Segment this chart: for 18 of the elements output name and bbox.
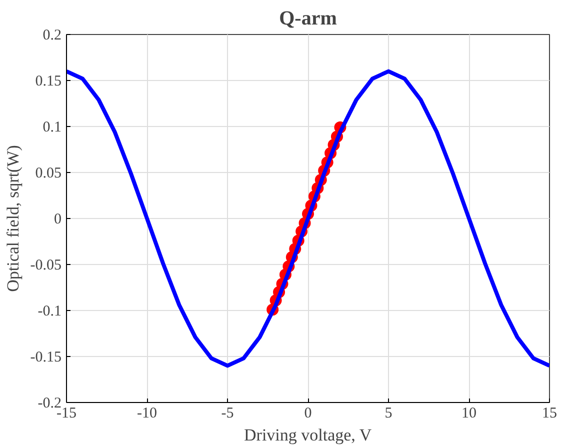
y-tick-label: -0.05 <box>30 258 62 274</box>
x-tick-label: 10 <box>462 406 476 422</box>
y-tick-label: 0.1 <box>42 120 62 136</box>
y-tick-label: 0.2 <box>42 28 62 44</box>
chart-title: Q-arm <box>279 8 338 30</box>
x-axis-title: Driving voltage, V <box>244 426 372 444</box>
x-tick-label: 5 <box>384 406 392 422</box>
x-tick-label: -5 <box>221 406 234 422</box>
line-series <box>66 69 550 368</box>
y-axis-title: Optical field, sqrt(W) <box>3 145 22 292</box>
y-tick-label: -0.15 <box>30 350 62 366</box>
y-tick-label: 0.15 <box>35 74 62 90</box>
x-tick-label: -10 <box>137 406 157 422</box>
x-tick-label: 0 <box>304 406 312 422</box>
x-tick-label: 15 <box>542 406 557 422</box>
y-tick-label: 0.05 <box>35 166 62 182</box>
y-tick-label: -0.1 <box>38 304 62 320</box>
y-tick-label: 0 <box>54 212 62 228</box>
